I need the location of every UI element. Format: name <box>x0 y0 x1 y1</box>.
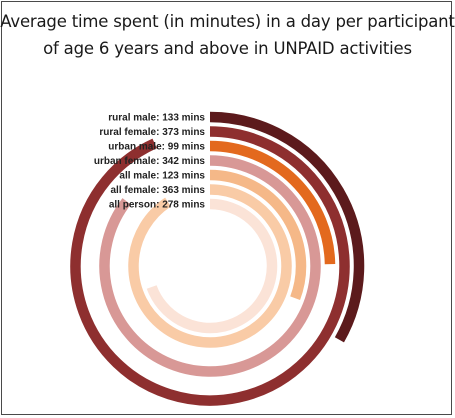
label-all-male: all male: 123 mins <box>119 171 205 182</box>
label-rural-female: rural female: 373 mins <box>99 127 205 138</box>
label-all-person: all person: 278 mins <box>109 200 206 211</box>
label-urban-male: urban male: 99 mins <box>108 142 205 153</box>
arc-all-person <box>146 198 278 334</box>
arc-all-male <box>209 169 307 301</box>
title-line-1: Average time spent (in minutes) in a day… <box>0 12 455 31</box>
title-line-2: of age 6 years and above in UNPAID activ… <box>43 39 412 58</box>
label-urban-female: urban female: 342 mins <box>94 156 206 167</box>
arc-all-female <box>128 184 292 348</box>
label-rural-male: rural male: 133 mins <box>108 113 205 124</box>
label-all-female: all female: 363 mins <box>111 185 206 196</box>
arc-rural-male <box>209 111 365 343</box>
arc-rural-female <box>70 126 350 406</box>
arc-urban-male <box>209 140 336 265</box>
arc-urban-female <box>99 155 321 377</box>
chart-title: Average time spent (in minutes) in a day… <box>0 8 455 62</box>
